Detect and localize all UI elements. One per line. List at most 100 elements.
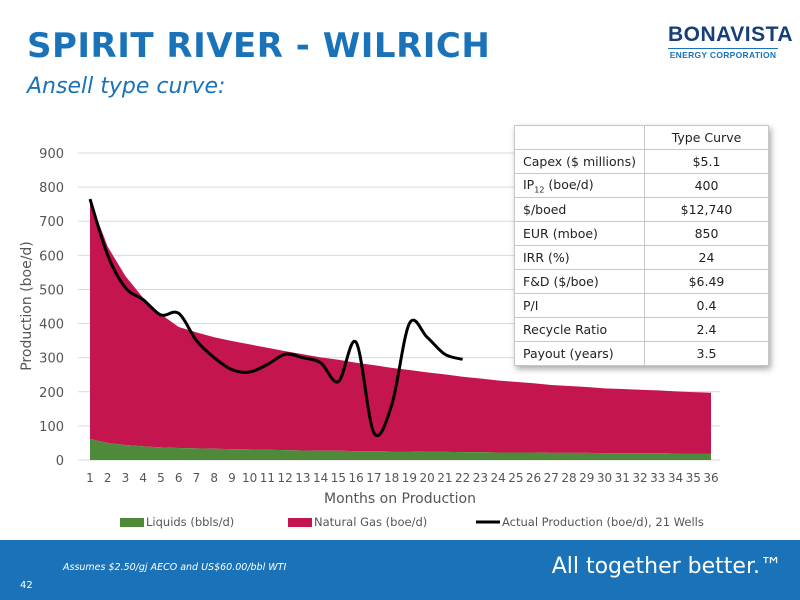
row-label-subscript: 12 — [534, 185, 545, 195]
x-tick-label: 9 — [228, 471, 236, 485]
x-tick-label: 21 — [437, 471, 452, 485]
row-value: 400 — [644, 173, 769, 198]
x-tick-label: 14 — [313, 471, 328, 485]
row-label: Capex ($ millions) — [514, 149, 645, 174]
x-tick-label: 22 — [455, 471, 470, 485]
x-tick-label: 6 — [175, 471, 183, 485]
x-tick-label: 18 — [384, 471, 399, 485]
x-tick-label: 26 — [526, 471, 541, 485]
row-label: IRR (%) — [514, 245, 645, 270]
y-tick-label: 800 — [39, 181, 64, 196]
x-tick-label: 15 — [331, 471, 346, 485]
row-value: 2.4 — [644, 317, 769, 342]
footer-tagline: All together better.™ — [551, 554, 782, 579]
table-row: Capex ($ millions) $5.1 — [514, 149, 769, 174]
x-tick-label: 33 — [650, 471, 665, 485]
page-title: SPIRIT RIVER - WILRICH — [27, 26, 491, 66]
x-tick-label: 2 — [104, 471, 112, 485]
x-tick-label: 8 — [210, 471, 218, 485]
table-header-blank — [514, 125, 645, 150]
x-tick-label: 27 — [544, 471, 559, 485]
y-tick-label: 900 — [39, 147, 64, 162]
x-tick-label: 3 — [122, 471, 130, 485]
row-label: $/boed — [514, 197, 645, 222]
table-row: Payout (years) 3.5 — [514, 341, 769, 366]
x-tick-label: 36 — [703, 471, 718, 485]
legend-label: Actual Production (boe/d), 21 Wells — [502, 515, 704, 529]
x-tick-label: 35 — [686, 471, 701, 485]
y-tick-label: 400 — [39, 318, 64, 333]
y-tick-label: 300 — [39, 352, 64, 367]
table-row: EUR (mboe) 850 — [514, 221, 769, 246]
page-number: 42 — [20, 580, 33, 591]
x-axis-label: Months on Production — [324, 491, 476, 507]
y-tick-label: 700 — [39, 215, 64, 230]
y-tick-label: 100 — [39, 420, 64, 435]
table-row: Recycle Ratio 2.4 — [514, 317, 769, 342]
row-value: 24 — [644, 245, 769, 270]
row-value: 850 — [644, 221, 769, 246]
x-tick-label: 28 — [561, 471, 576, 485]
chart-area-series — [90, 200, 711, 460]
x-tick-label: 11 — [260, 471, 275, 485]
row-label: P/I — [514, 293, 645, 318]
row-value: 3.5 — [644, 341, 769, 366]
table-row: IRR (%) 24 — [514, 245, 769, 270]
x-tick-label: 7 — [193, 471, 201, 485]
row-label: IP12 (boe/d) — [514, 173, 645, 198]
row-value: $5.1 — [644, 149, 769, 174]
row-value: $12,740 — [644, 197, 769, 222]
page-subtitle: Ansell type curve: — [27, 74, 226, 99]
x-tick-label: 29 — [579, 471, 594, 485]
legend-swatch — [120, 518, 144, 527]
x-tick-label: 4 — [139, 471, 147, 485]
x-tick-label: 17 — [366, 471, 381, 485]
x-tick-label: 19 — [402, 471, 417, 485]
legend-label: Natural Gas (boe/d) — [314, 515, 427, 529]
x-tick-label: 1 — [86, 471, 94, 485]
table-row: IP12 (boe/d) 400 — [514, 173, 769, 198]
row-label-main: IP — [523, 176, 535, 192]
row-label-rest: (boe/d) — [544, 176, 594, 192]
company-logo: BONAVISTA ENERGY CORPORATION — [668, 24, 793, 60]
row-label: Recycle Ratio — [514, 317, 645, 342]
logo-tagline: ENERGY CORPORATION — [668, 48, 778, 60]
x-tick-label: 13 — [295, 471, 310, 485]
x-tick-label: 10 — [242, 471, 257, 485]
y-axis-label: Production (boe/d) — [19, 241, 35, 371]
x-tick-label: 30 — [597, 471, 612, 485]
x-tick-label: 31 — [615, 471, 630, 485]
row-label: Payout (years) — [514, 341, 645, 366]
footnote: Assumes $2.50/gj AECO and US$60.00/bbl W… — [63, 562, 287, 573]
chart-legend: Liquids (bbls/d) Natural Gas (boe/d) Actua… — [120, 515, 704, 529]
x-tick-label: 24 — [490, 471, 505, 485]
x-tick-label: 16 — [349, 471, 364, 485]
legend-swatch — [288, 518, 312, 527]
y-axis-ticks: 0 100 200 300 400 500 600 700 800 900 — [39, 147, 64, 469]
natural-gas-area — [90, 200, 711, 454]
y-tick-label: 600 — [39, 249, 64, 264]
legend-label: Liquids (bbls/d) — [146, 515, 234, 529]
x-tick-label: 34 — [668, 471, 683, 485]
table-header-type-curve: Type Curve — [644, 125, 769, 150]
row-label: EUR (mboe) — [514, 221, 645, 246]
table-header-row: Type Curve — [514, 125, 769, 150]
type-curve-table: Type Curve Capex ($ millions) $5.1 IP12 (… — [514, 125, 769, 366]
x-tick-label: 20 — [419, 471, 434, 485]
table-row: F&D ($/boe) $6.49 — [514, 269, 769, 294]
x-tick-label: 12 — [278, 471, 293, 485]
x-tick-label: 5 — [157, 471, 165, 485]
table-row: P/I 0.4 — [514, 293, 769, 318]
y-tick-label: 200 — [39, 386, 64, 401]
row-value: $6.49 — [644, 269, 769, 294]
actual-production-line — [88, 198, 464, 437]
y-tick-label: 0 — [56, 454, 64, 469]
x-axis-ticks: 1 2 3 4 5 6 7 8 9 10 11 12 13 14 15 16 17 18 19 20 21 22 23 24 2… — [86, 471, 718, 485]
table-row: $/boed $12,740 — [514, 197, 769, 222]
row-label: F&D ($/boe) — [514, 269, 645, 294]
chart-line-series — [88, 198, 464, 437]
row-value: 0.4 — [644, 293, 769, 318]
y-tick-label: 500 — [39, 283, 64, 298]
liquids-area — [90, 438, 711, 460]
